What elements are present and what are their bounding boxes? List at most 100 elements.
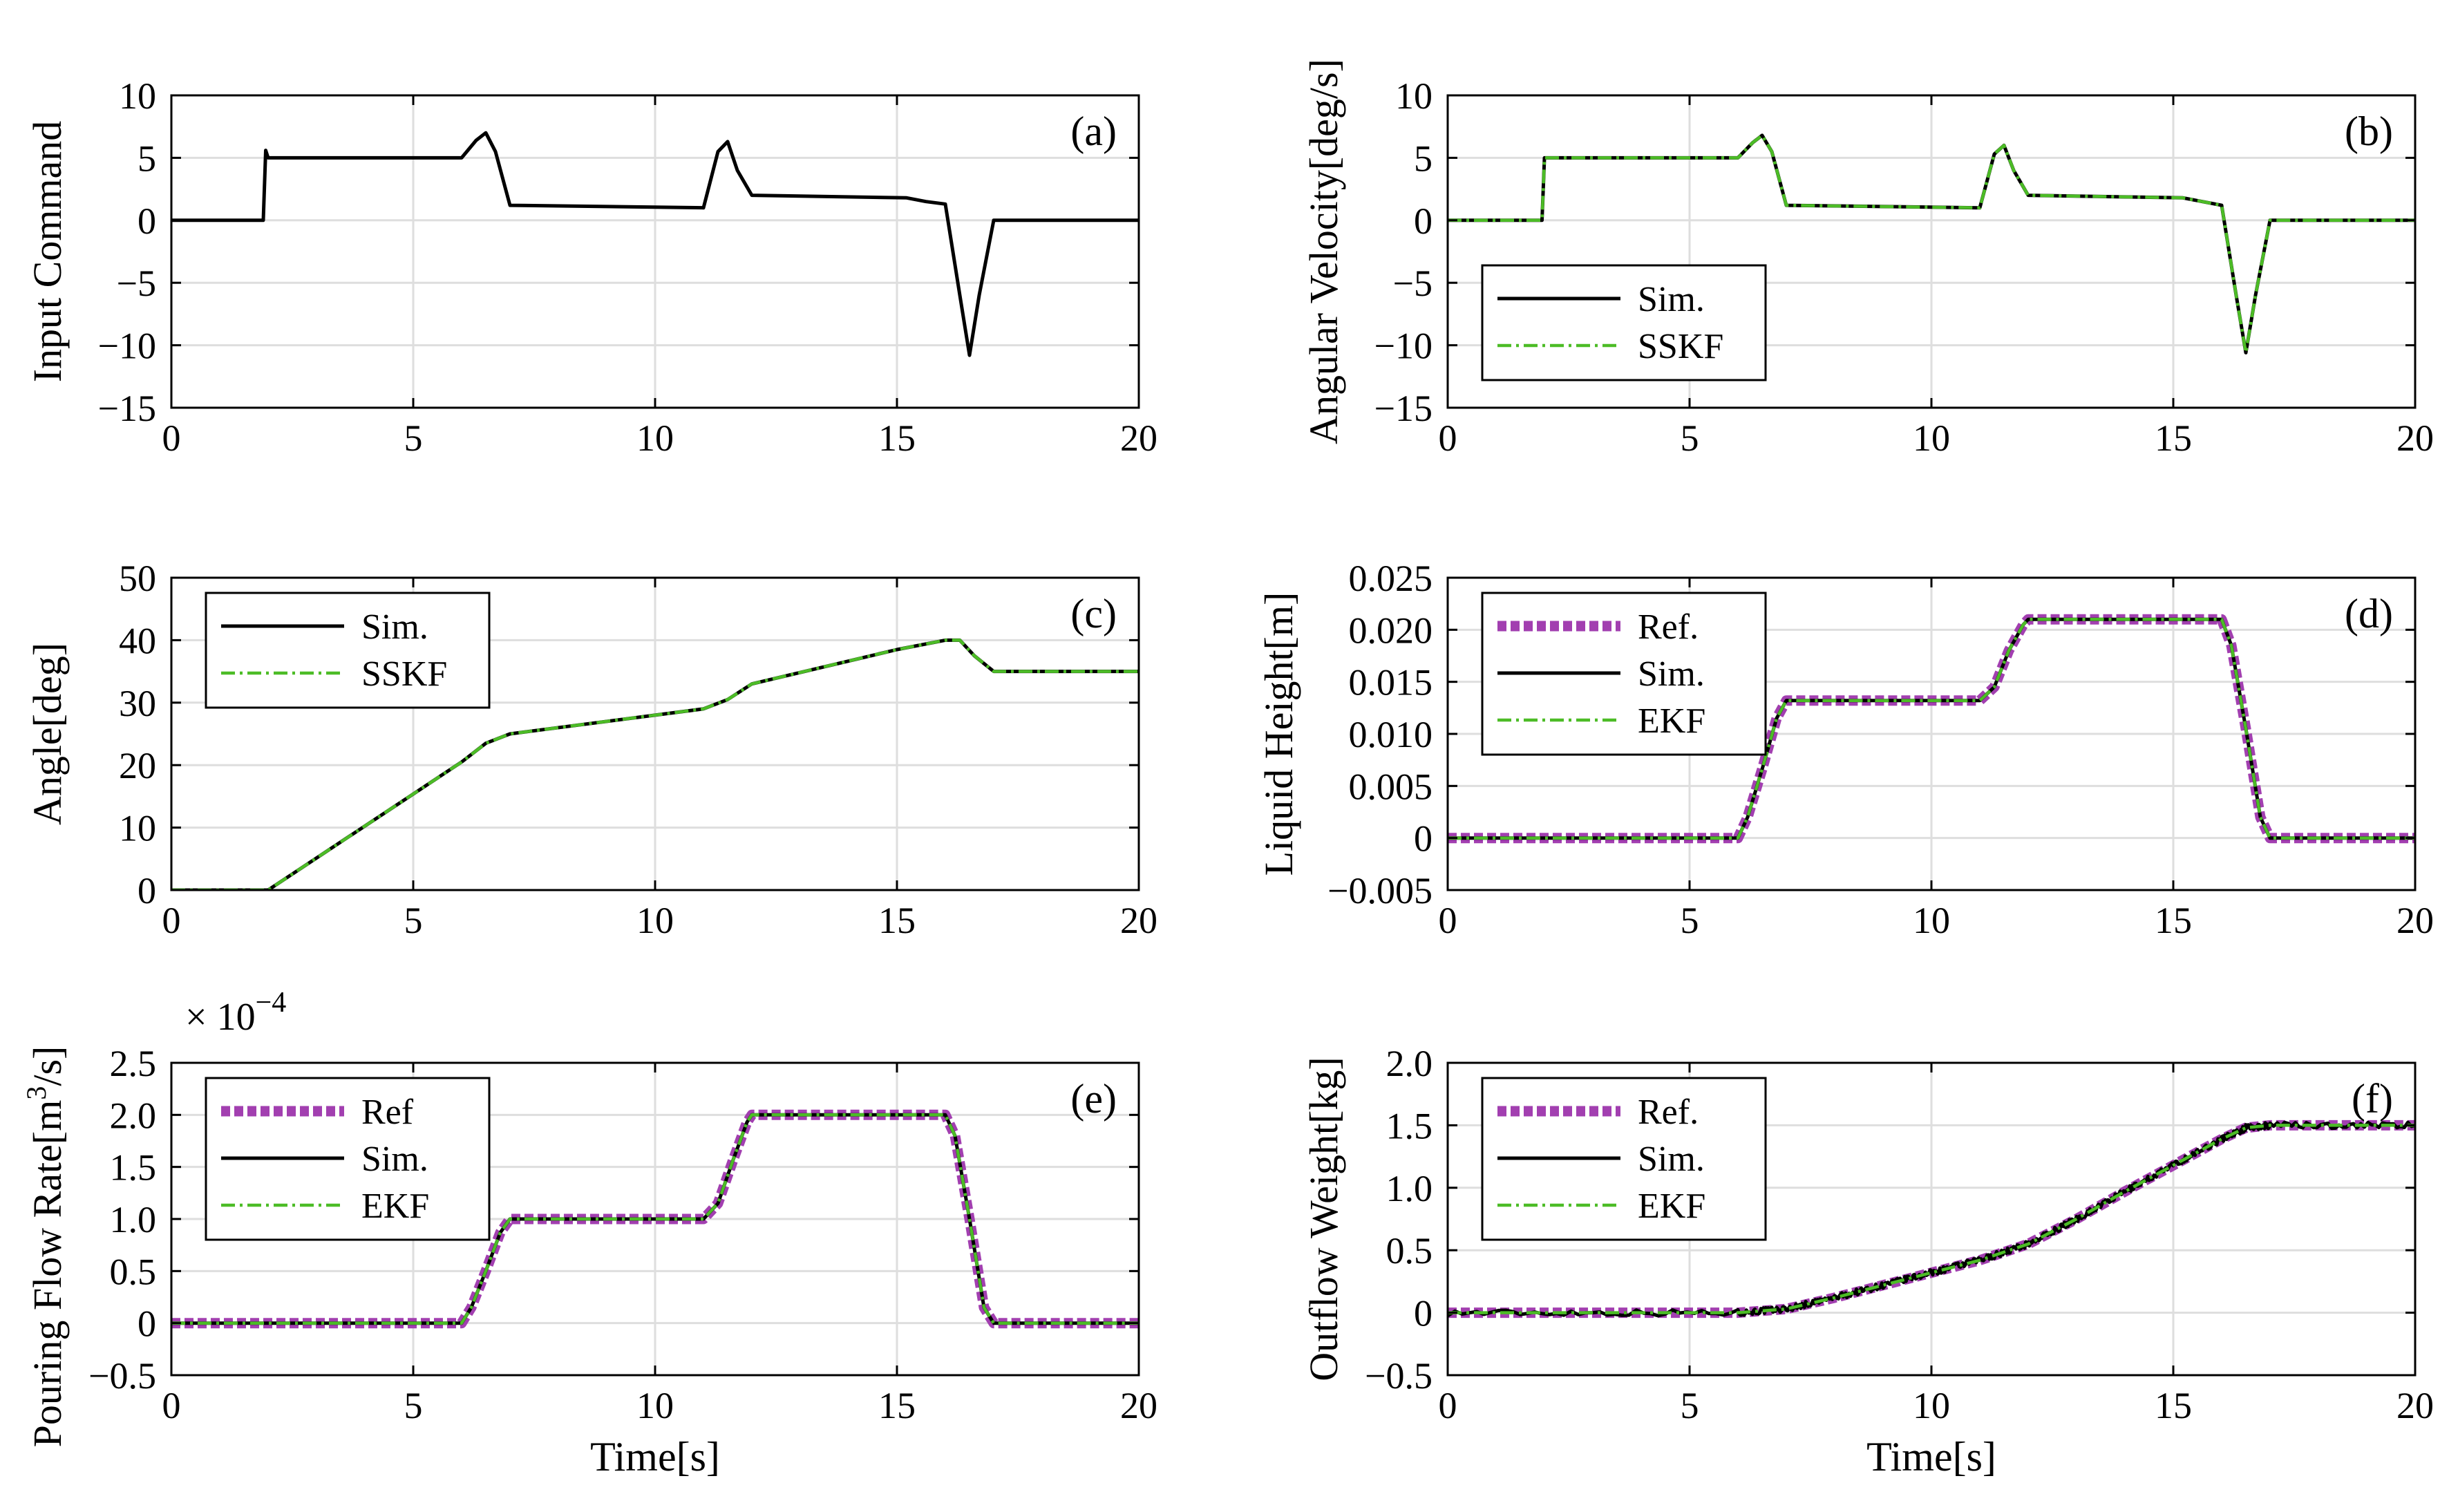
y-tick-label: 1.5 — [110, 1147, 157, 1189]
legend-label: Sim. — [1638, 280, 1705, 319]
axis-exponent: × 10−4 — [185, 987, 286, 1039]
x-tick-label: 20 — [1120, 417, 1157, 459]
y-axis-label: Outflow Weight[kg] — [1301, 1057, 1346, 1381]
x-tick-label: 15 — [878, 417, 916, 459]
y-tick-label: 20 — [119, 745, 156, 786]
y-tick-label: 10 — [1395, 75, 1432, 117]
x-tick-label: 15 — [2155, 417, 2192, 459]
y-tick-label: −15 — [98, 388, 156, 429]
series-line-est — [1448, 1124, 2415, 1314]
series-line-sim — [171, 131, 1139, 357]
y-tick-label: 2.5 — [110, 1043, 157, 1084]
y-tick-label: 0 — [1414, 200, 1432, 242]
y-axis-label: Angular Velocity[deg/s] — [1301, 59, 1346, 444]
y-tick-label: 50 — [119, 558, 156, 599]
y-tick-label: 30 — [119, 683, 156, 724]
panel-a: 0 5 10 15 20 −15 −10 −5 0 5 10 (a) Input Command — [25, 75, 1157, 459]
legend-box — [205, 592, 491, 709]
panel-label: (d) — [2345, 591, 2393, 636]
series-group — [1448, 614, 2415, 844]
legend-label: Sim. — [361, 1140, 428, 1179]
series-line-est — [171, 1113, 1139, 1325]
legend: Ref. Sim. EKF — [1481, 1077, 1767, 1241]
y-tick-label: 1.5 — [1386, 1105, 1433, 1146]
panel-f: 0 5 10 15 20−0.500.51.01.52.0(f)Outflow Weig… — [1301, 1043, 2434, 1480]
panel-c: 0 5 10 15 20 0 10 20 30 40 50 (c) Angle[deg] Sim. SSKF — [25, 558, 1157, 941]
y-tick-label: 5 — [1414, 138, 1432, 179]
legend-label: EKF — [1638, 1187, 1705, 1226]
y-tick-label: −10 — [1374, 325, 1432, 367]
y-tick-label: 5 — [138, 138, 156, 179]
series-group — [171, 638, 1139, 890]
x-tick-label: 20 — [1120, 1385, 1157, 1426]
x-tick-label: 5 — [1681, 900, 1699, 941]
x-tick-label: 10 — [636, 417, 674, 459]
panel-label: (c) — [1070, 591, 1117, 636]
y-tick-label: −5 — [117, 263, 156, 304]
y-tick-label: 0.5 — [1386, 1230, 1433, 1272]
y-axis-label: Liquid Height[m] — [1256, 592, 1301, 876]
panel-label: (e) — [1070, 1076, 1117, 1122]
y-tick-label: 0 — [138, 870, 156, 911]
series-line-est — [171, 639, 1139, 890]
panel-label: (a) — [1070, 108, 1117, 154]
x-tick-label: 0 — [162, 900, 181, 941]
panel-b: 0 5 10 15 20 −15 −10 −5 0 5 10 (b) Angular Velocity[… — [1301, 59, 2434, 459]
y-tick-label: 10 — [119, 808, 156, 849]
legend-label: Sim. — [1638, 1140, 1705, 1179]
y-tick-label: −10 — [98, 325, 156, 367]
legend: Sim. SSKF — [1481, 264, 1767, 381]
series-group — [1448, 1119, 2415, 1319]
x-tick-label: 20 — [2396, 900, 2434, 941]
x-tick-label: 20 — [1120, 900, 1157, 941]
x-tick-label: 0 — [1439, 417, 1457, 459]
y-tick-label: 0.005 — [1349, 766, 1433, 807]
x-tick-label: 15 — [2155, 1385, 2192, 1426]
y-axis-label: Pouring Flow Rate[m3/s] — [21, 1046, 70, 1448]
panel-label: (f) — [2352, 1076, 2393, 1122]
legend-label: Ref. — [1638, 1093, 1699, 1132]
x-axis-label: Time[s] — [590, 1434, 720, 1480]
y-tick-label: 0.015 — [1349, 662, 1433, 703]
y-tick-label: 0.025 — [1349, 558, 1433, 599]
legend: Sim. SSKF — [205, 592, 491, 709]
x-tick-label: 15 — [878, 1385, 916, 1426]
x-tick-label: 20 — [2396, 417, 2434, 459]
x-tick-label: 15 — [878, 900, 916, 941]
x-tick-label: 5 — [1681, 1385, 1699, 1426]
legend-label: Sim. — [1638, 654, 1705, 694]
series-line-est — [1448, 618, 2415, 840]
panel-label: (b) — [2345, 108, 2393, 154]
legend-label: Ref. — [1638, 607, 1699, 647]
y-tick-label: −15 — [1374, 388, 1432, 429]
y-tick-label: 0.010 — [1349, 714, 1433, 755]
x-tick-label: 0 — [1439, 900, 1457, 941]
y-tick-label: 0.020 — [1349, 609, 1433, 651]
x-tick-label: 10 — [636, 1385, 674, 1426]
panel-d: 0 5 10 15 20−0.00500.0050.0100.0150.0200.025… — [1256, 558, 2434, 941]
y-axis-label: Angle[deg] — [25, 643, 70, 825]
y-tick-label: 0 — [138, 1303, 156, 1345]
y-tick-label: 0 — [138, 200, 156, 242]
x-tick-label: 15 — [2155, 900, 2192, 941]
x-tick-label: 10 — [1913, 417, 1950, 459]
legend: Ref Sim. EKF — [205, 1077, 491, 1241]
x-tick-label: 5 — [1681, 417, 1699, 459]
series-group — [171, 1109, 1139, 1329]
y-tick-label: 10 — [119, 75, 156, 117]
y-tick-label: 40 — [119, 620, 156, 661]
y-tick-label: 0 — [1414, 818, 1432, 860]
legend-label: SSKF — [361, 654, 447, 694]
legend-label: SSKF — [1638, 327, 1723, 366]
y-axis-label: Input Command — [25, 121, 70, 383]
x-tick-label: 5 — [404, 1385, 423, 1426]
legend-label: EKF — [361, 1187, 429, 1226]
y-tick-label: 1.0 — [110, 1199, 157, 1240]
x-tick-label: 5 — [404, 417, 423, 459]
y-tick-label: 1.0 — [1386, 1168, 1433, 1209]
legend-label: Ref — [361, 1093, 414, 1132]
y-tick-label: 2.0 — [1386, 1043, 1433, 1084]
x-axis-label: Time[s] — [1866, 1434, 1996, 1480]
y-tick-label: −0.005 — [1327, 870, 1432, 911]
